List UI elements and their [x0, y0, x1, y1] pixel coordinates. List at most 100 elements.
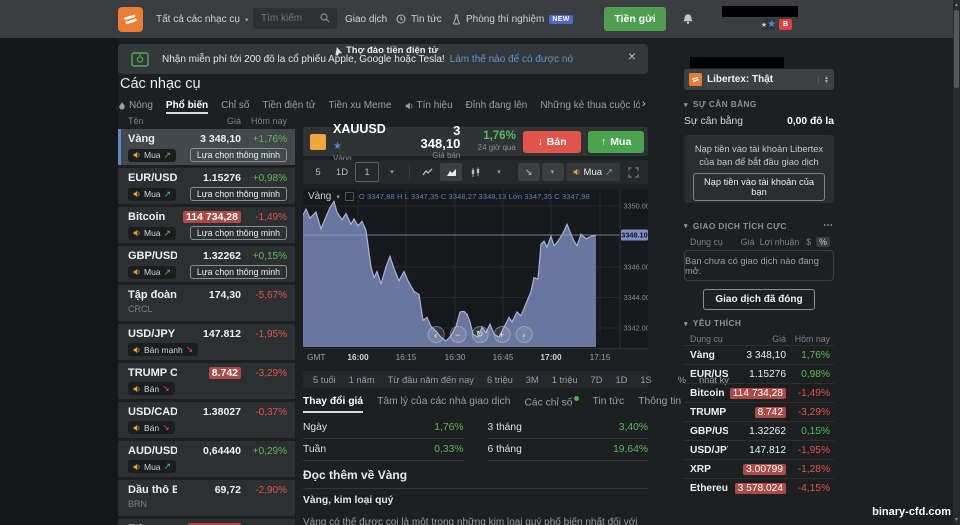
- chevron-down-icon[interactable]: [336, 191, 340, 202]
- range-button[interactable]: 1D: [615, 374, 628, 385]
- smart-choice-button[interactable]: Lựa chọn thông minh: [189, 265, 287, 279]
- sell-button[interactable]: ↓ Bán: [522, 130, 582, 153]
- chevron-down-icon: [684, 221, 688, 230]
- zoom-in-button[interactable]: +: [493, 326, 511, 343]
- tab-trader-sentiment[interactable]: Tâm lý của các nhà giao dịch: [377, 396, 511, 407]
- range-button[interactable]: 1 năm: [348, 374, 375, 385]
- nav-lab[interactable]: Phòng thí nghiệm NEW: [452, 0, 573, 38]
- range-button[interactable]: 1 triệu: [551, 374, 578, 385]
- range-button[interactable]: 6 triệu: [486, 374, 513, 385]
- timeframe-dropdown-icon[interactable]: [381, 163, 403, 181]
- star-badge-icon[interactable]: ★: [761, 19, 775, 30]
- app-logo[interactable]: [118, 0, 143, 38]
- notifications-button[interactable]: [682, 0, 694, 38]
- instrument-row[interactable]: Ethereum 3 578.024 -4,15% Mua ↗: [118, 519, 295, 525]
- instrument-row[interactable]: Tập đoàn Internet … 174,30 -5,67% CRCL: [118, 285, 295, 321]
- fullscreen-button[interactable]: [622, 163, 644, 181]
- scroll-up-icon[interactable]: ▲: [954, 2, 959, 8]
- range-button[interactable]: 5 tuổi: [313, 374, 336, 385]
- legend-checkbox-icon[interactable]: [344, 192, 354, 201]
- timeframe-5[interactable]: 5: [315, 166, 321, 178]
- smart-choice-button[interactable]: Lựa chọn thông minh: [189, 187, 287, 201]
- instrument-row[interactable]: GBP/USD 1.32262 +0,15% Mua ↗ Lựa chọn th…: [118, 246, 295, 282]
- b-badge-icon[interactable]: B: [779, 19, 792, 30]
- tab-indices[interactable]: Chỉ số: [221, 100, 250, 111]
- instrument-name: USD/CAD: [128, 406, 177, 418]
- tab-indicators[interactable]: Các chỉ số: [524, 396, 579, 413]
- favorite-row[interactable]: TRUMP CHÍNH … 8.742 -3,29%: [684, 402, 834, 421]
- instrument-row[interactable]: USD/CAD 1.38027 -0,37% Bán ↘: [118, 402, 295, 438]
- spinner-icon[interactable]: ▲ ▼: [818, 75, 829, 84]
- instrument-row[interactable]: TRUMP CHÍNH TH… 8.742 -3,29% Bán ↘: [118, 363, 295, 399]
- scroll-down-icon[interactable]: ▼: [954, 517, 959, 523]
- tab-memecoins[interactable]: Tiền xu Meme: [328, 100, 392, 111]
- timeframe-current[interactable]: 1: [355, 162, 379, 182]
- all-instruments-menu[interactable]: Tất cả các nhạc cụ: [156, 0, 248, 38]
- account-selector[interactable]: Libertex: Thật ▲ ▼: [684, 69, 834, 90]
- smart-choice-button[interactable]: Lựa chọn thông minh: [189, 226, 287, 240]
- line-chart-type-button[interactable]: [416, 163, 438, 181]
- candle-chart-type-button[interactable]: [464, 163, 486, 181]
- favorite-row[interactable]: XRP 3.00799 -1,28%: [684, 459, 834, 478]
- log-scale-button[interactable]: nhật ký: [698, 374, 729, 385]
- nav-trade[interactable]: Giao dịch: [345, 0, 387, 38]
- more-menu-icon[interactable]: ⋯: [823, 220, 834, 231]
- reset-view-button[interactable]: ↻: [471, 326, 489, 343]
- pan-left-button[interactable]: ‹: [427, 326, 445, 343]
- favorite-row[interactable]: Bitcoin 114 734,28 -1,49%: [684, 383, 834, 402]
- timeframe-1d[interactable]: 1D: [335, 166, 349, 178]
- favorite-star-icon[interactable]: [333, 136, 342, 153]
- favorite-row[interactable]: Ethereum 3 578.024 -4,15%: [684, 478, 834, 497]
- page-scrollbar[interactable]: ▲ ▼: [953, 0, 960, 525]
- nav-lab-label: Phòng thí nghiệm: [466, 13, 545, 25]
- balance-section-header[interactable]: SỰ CÂN BẰNG: [684, 99, 834, 109]
- tab-news[interactable]: Tin tức: [592, 396, 625, 407]
- close-icon[interactable]: [628, 48, 636, 64]
- closed-trades-button[interactable]: Giao dịch đã đóng: [703, 289, 815, 310]
- area-chart-type-button[interactable]: [440, 163, 462, 181]
- percent-toggle[interactable]: %: [816, 237, 830, 247]
- trend-tool-button[interactable]: ↘: [517, 163, 540, 181]
- chart-type-dropdown-icon[interactable]: [488, 163, 510, 181]
- instrument-row[interactable]: USD/JPY 147.812 -1,95% Bán mạnh ↘: [118, 324, 295, 360]
- range-button[interactable]: 7D: [590, 374, 603, 385]
- instrument-row[interactable]: Bitcoin 114 734,28 -1,49% Mua ↗ Lựa chọn…: [118, 207, 295, 243]
- deposit-button[interactable]: Tiền gửi: [604, 7, 666, 31]
- instrument-row[interactable]: EUR/USD 1.15276 +0,98% Mua ↗ Lựa chọn th…: [118, 168, 295, 204]
- tab-hot[interactable]: Nóng: [118, 100, 153, 114]
- range-button[interactable]: 3M: [525, 374, 539, 385]
- favorite-row[interactable]: USD/JPY 147.812 -1,95%: [684, 440, 834, 459]
- tab-info[interactable]: Thông tin: [638, 396, 682, 407]
- tab-biggest-losers[interactable]: Những kẻ thua cuộc lớn nhất: [540, 100, 640, 111]
- tab-popular[interactable]: Phổ biến: [165, 100, 209, 114]
- smart-choice-button[interactable]: Lựa chọn thông minh: [189, 148, 287, 162]
- tab-signals[interactable]: Tín hiệu: [405, 100, 453, 114]
- instrument-row[interactable]: AUD/USD 0,64440 +0,29% Mua ↗: [118, 441, 295, 477]
- banner-link[interactable]: Làm thế nào để có được nó: [449, 53, 574, 65]
- range-button[interactable]: 1S: [640, 374, 652, 385]
- signal-pill[interactable]: Mua ↗: [565, 163, 620, 181]
- tab-price-change[interactable]: Thay đổi giá: [303, 396, 364, 413]
- percent-scale-button[interactable]: %: [677, 374, 686, 385]
- usd-toggle[interactable]: $: [806, 237, 812, 247]
- nav-news[interactable]: Tin tức: [396, 0, 442, 38]
- price-chart[interactable]: Vàng O 3347,88 H L 3347,35 C 3348,27 334…: [303, 189, 648, 348]
- favorite-row[interactable]: EUR/USD 1.15276 0,98%: [684, 364, 834, 383]
- instrument-row[interactable]: Dầu thô Brent 69,72 -2,90% BRN: [118, 480, 295, 516]
- tabs-scroll-right-icon[interactable]: [642, 98, 646, 110]
- tab-top-risers[interactable]: Đỉnh đang lên: [465, 100, 528, 111]
- pan-right-button[interactable]: ›: [515, 326, 533, 343]
- trend-tool-dropdown-icon[interactable]: [541, 163, 564, 181]
- buy-button[interactable]: ↑ Mua: [588, 130, 644, 153]
- favorite-row[interactable]: GBP/USD 1.32262 0,15%: [684, 421, 834, 440]
- favorite-row[interactable]: Vàng 3 348,10 1,76%: [684, 345, 834, 364]
- scrollbar-thumb[interactable]: [954, 10, 959, 88]
- active-trades-section-header[interactable]: GIAO DỊCH TÍCH CỰC ⋯: [684, 220, 834, 231]
- tab-crypto[interactable]: Tiền điện tử: [262, 100, 316, 111]
- instrument-row[interactable]: Vàng 3 348,10 +1,76% Mua ↗ Lựa chọn thôn…: [118, 129, 295, 165]
- search-input[interactable]: [253, 8, 337, 29]
- range-button[interactable]: Từ đầu năm đến nay: [387, 374, 474, 385]
- favorites-section-header[interactable]: YÊU THÍCH: [684, 318, 834, 328]
- zoom-out-button[interactable]: −: [449, 326, 467, 343]
- fund-account-button[interactable]: Nạp tiền vào tài khoản của bạn: [693, 173, 825, 202]
